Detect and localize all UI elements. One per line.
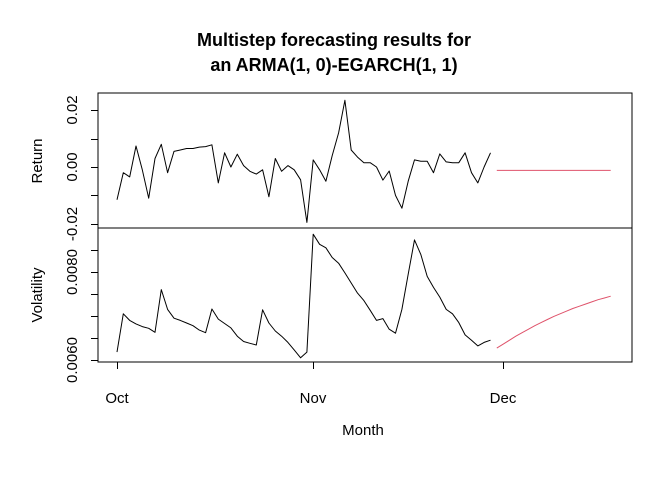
- return-panel-box: [97, 92, 633, 229]
- volatility-panel-box: [97, 227, 633, 363]
- xtick-label-dec: Dec: [490, 390, 517, 407]
- xtick-label-oct: Oct: [105, 390, 129, 407]
- volatility-forecast-line: [496, 295, 611, 349]
- volatility-ytick-label-00060: 0.0060: [64, 337, 81, 383]
- y-axis-label-return: Return: [29, 138, 46, 183]
- return-observed-line: [116, 99, 491, 223]
- x-axis-label-month: Month: [342, 422, 384, 439]
- chart-title-line-2: an ARMA(1, 0)-EGARCH(1, 1): [210, 55, 457, 75]
- chart-title-line-1: Multistep forecasting results for: [197, 30, 471, 50]
- return-ytick-label-000: 0.00: [64, 152, 81, 181]
- return-ytick-label-002: 0.02: [64, 95, 81, 124]
- xtick-label-nov: Nov: [300, 390, 327, 407]
- volatility-ytick-label-00080: 0.0080: [64, 249, 81, 295]
- return-ytick-label-neg002: -0.02: [64, 207, 81, 241]
- volatility-observed-line: [116, 233, 491, 359]
- y-axis-label-volatility: Volatility: [29, 267, 46, 323]
